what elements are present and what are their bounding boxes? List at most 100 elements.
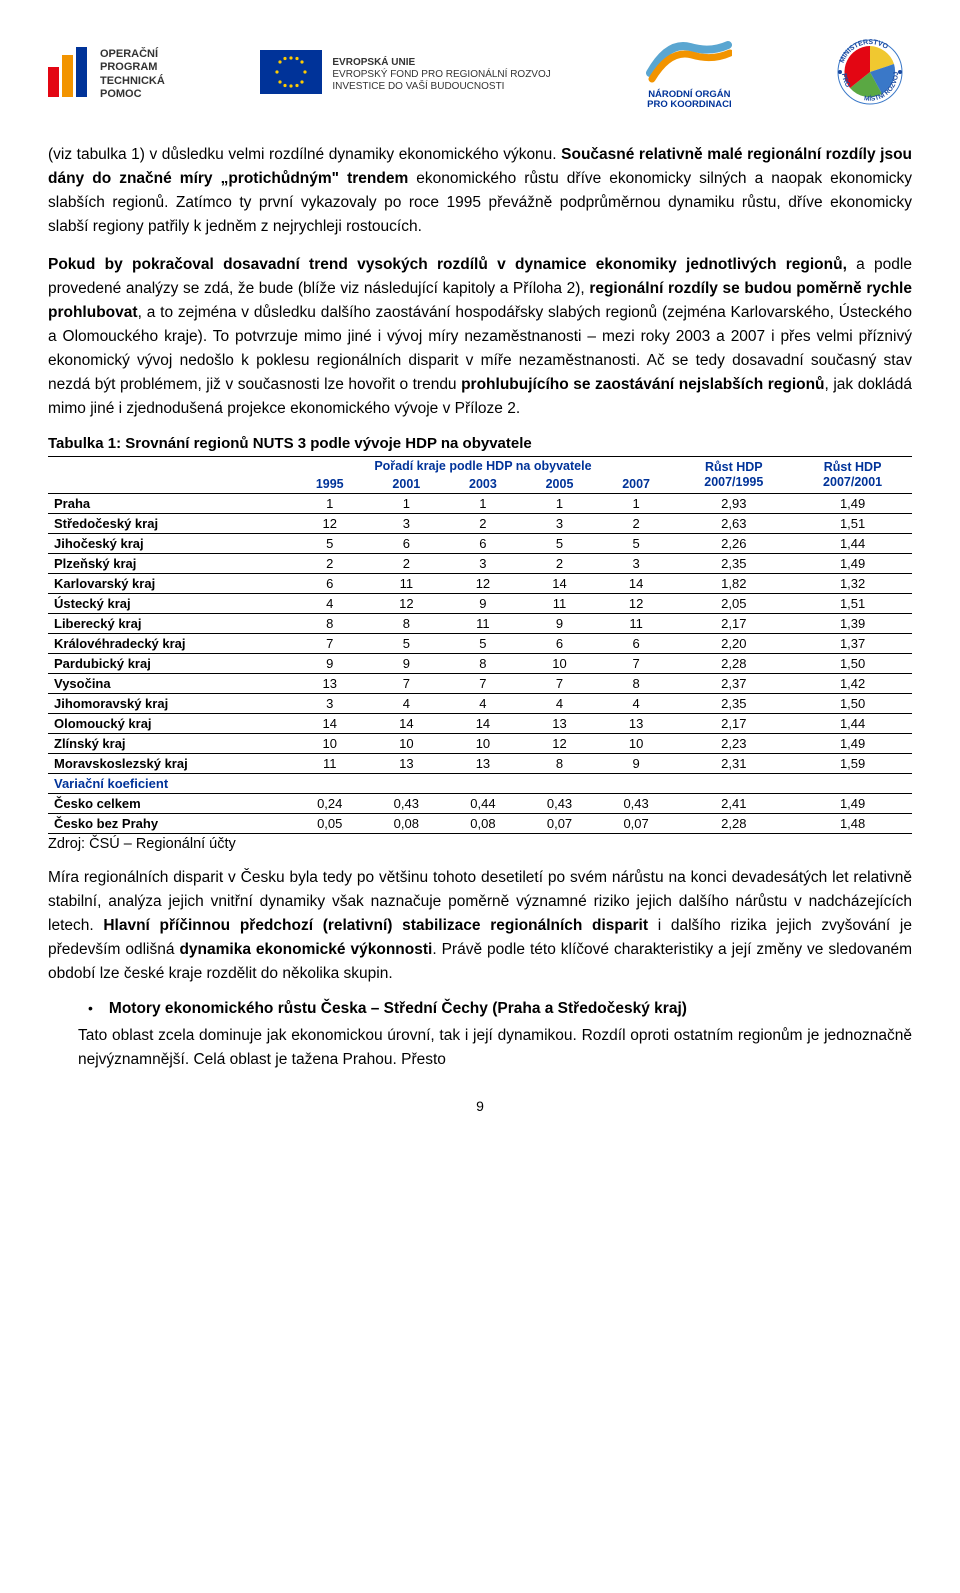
paragraph-2: Pokud by pokračoval dosavadní trend vyso… [48, 253, 912, 421]
th-rust2-b: 2007/2001 [823, 475, 882, 489]
bullet-text: Motory ekonomického růstu Česka – Středn… [109, 1000, 687, 1018]
p1-t1: (viz tabulka 1) v důsledku velmi rozdíln… [48, 146, 561, 163]
cell-value: 1,59 [793, 754, 912, 774]
cell-value: 14 [521, 574, 598, 594]
cell-value: 1,32 [793, 574, 912, 594]
table-row: Moravskoslezský kraj111313892,311,59 [48, 754, 912, 774]
cell-value: 2,41 [674, 794, 793, 814]
cell-value: 2,05 [674, 594, 793, 614]
cell-value: 6 [368, 534, 445, 554]
cell-value: 8 [598, 674, 675, 694]
cell-value: 2,31 [674, 754, 793, 774]
cell-value: 1,50 [793, 694, 912, 714]
table-title: Tabulka 1: Srovnání regionů NUTS 3 podle… [48, 435, 912, 452]
cell-value: 4 [291, 594, 368, 614]
table-source: Zdroj: ČSÚ – Regionální účty [48, 836, 912, 852]
nok-line2: PRO KOORDINACI [647, 100, 731, 110]
cell-value: 2 [445, 514, 522, 534]
cell-value: 13 [598, 714, 675, 734]
cell-value: 6 [445, 534, 522, 554]
cell-value: 8 [368, 614, 445, 634]
cell-value: 7 [291, 634, 368, 654]
cell-value: 12 [598, 594, 675, 614]
p2-t1: Pokud by pokračoval dosavadní trend vyso… [48, 256, 847, 273]
paragraph-1: (viz tabulka 1) v důsledku velmi rozdíln… [48, 143, 912, 239]
mmr-icon: MINISTERSTVO PRO MÍSTNÍ ROZVOJ [828, 30, 912, 119]
cell-value: 4 [445, 694, 522, 714]
table-row: Karlovarský kraj6111214141,821,32 [48, 574, 912, 594]
cell-value: 2,28 [674, 654, 793, 674]
table-row: Jihočeský kraj566552,261,44 [48, 534, 912, 554]
paragraph-4: Tato oblast zcela dominuje jak ekonomick… [78, 1024, 912, 1072]
cell-value: 7 [445, 674, 522, 694]
cell-value: 1 [521, 494, 598, 514]
cell-value: 7 [368, 674, 445, 694]
cell-value: 1,37 [793, 634, 912, 654]
cell-value: 11 [291, 754, 368, 774]
cell-value: 13 [445, 754, 522, 774]
cell-value: 14 [291, 714, 368, 734]
cell-value: 2 [598, 514, 675, 534]
th-y3: 2005 [521, 475, 598, 494]
cell-value: 1,42 [793, 674, 912, 694]
table-row: Ústecký kraj412911122,051,51 [48, 594, 912, 614]
cell-value: 2,17 [674, 714, 793, 734]
variacni-label: Variační koeficient [48, 774, 912, 794]
cell-value: 14 [598, 574, 675, 594]
region-name: Plzeňský kraj [48, 554, 291, 574]
cell-value: 0,07 [521, 814, 598, 834]
cell-value: 10 [291, 734, 368, 754]
th-rust1-b: 2007/1995 [704, 475, 763, 489]
table-row: Olomoucký kraj14141413132,171,44 [48, 714, 912, 734]
cell-value: 2 [521, 554, 598, 574]
cell-value: 7 [521, 674, 598, 694]
th-rust2-a: Růst HDP [824, 460, 882, 474]
cell-value: 4 [521, 694, 598, 714]
cell-value: 11 [368, 574, 445, 594]
cell-value: 10 [598, 734, 675, 754]
table-row: Plzeňský kraj223232,351,49 [48, 554, 912, 574]
cell-value: 11 [445, 614, 522, 634]
region-name: Olomoucký kraj [48, 714, 291, 734]
summary-row: Česko bez Prahy0,050,080,080,070,072,281… [48, 814, 912, 834]
eu-title: EVROPSKÁ UNIE [332, 57, 550, 69]
cell-value: 14 [368, 714, 445, 734]
cell-value: 4 [368, 694, 445, 714]
table-row: Vysočina1377782,371,42 [48, 674, 912, 694]
th-rust1: Růst HDP 2007/1995 [674, 457, 793, 494]
cell-value: 1,51 [793, 594, 912, 614]
table-row: Zlínský kraj10101012102,231,49 [48, 734, 912, 754]
eu-logo: EVROPSKÁ UNIE EVROPSKÝ FOND PRO REGIONÁL… [260, 50, 550, 99]
table-row: Královéhradecký kraj755662,201,37 [48, 634, 912, 654]
cell-value: 2,35 [674, 694, 793, 714]
cell-value: 2,28 [674, 814, 793, 834]
cell-value: 10 [445, 734, 522, 754]
cell-value: 1 [291, 494, 368, 514]
region-name: Moravskoslezský kraj [48, 754, 291, 774]
region-name: Liberecký kraj [48, 614, 291, 634]
cell-value: 5 [291, 534, 368, 554]
cell-value: 3 [598, 554, 675, 574]
cell-value: 9 [598, 754, 675, 774]
cell-value: 1,50 [793, 654, 912, 674]
cell-value: 13 [521, 714, 598, 734]
region-name: Středočeský kraj [48, 514, 291, 534]
logos-row: OPERAČNÍ PROGRAM TECHNICKÁ POMOC [48, 30, 912, 119]
p3-t2: Hlavní příčinnou předchozí (relativní) s… [103, 917, 648, 934]
cell-value: 3 [521, 514, 598, 534]
cell-value: 1,51 [793, 514, 912, 534]
eu-line1: EVROPSKÝ FOND PRO REGIONÁLNÍ ROZVOJ [332, 69, 550, 81]
th-y1: 2001 [368, 475, 445, 494]
eu-line2: INVESTICE DO VAŠÍ BUDOUCNOSTI [332, 81, 550, 93]
cell-value: 2,35 [674, 554, 793, 574]
region-name: Vysočina [48, 674, 291, 694]
cell-value: 9 [368, 654, 445, 674]
region-name: Ústecký kraj [48, 594, 291, 614]
cell-value: 8 [291, 614, 368, 634]
cell-value: 0,08 [445, 814, 522, 834]
cell-value: 0,43 [368, 794, 445, 814]
region-name: Jihočeský kraj [48, 534, 291, 554]
p3-t4: dynamika ekonomické výkonnosti [179, 941, 432, 958]
cell-value: 5 [521, 534, 598, 554]
cell-value: 10 [521, 654, 598, 674]
